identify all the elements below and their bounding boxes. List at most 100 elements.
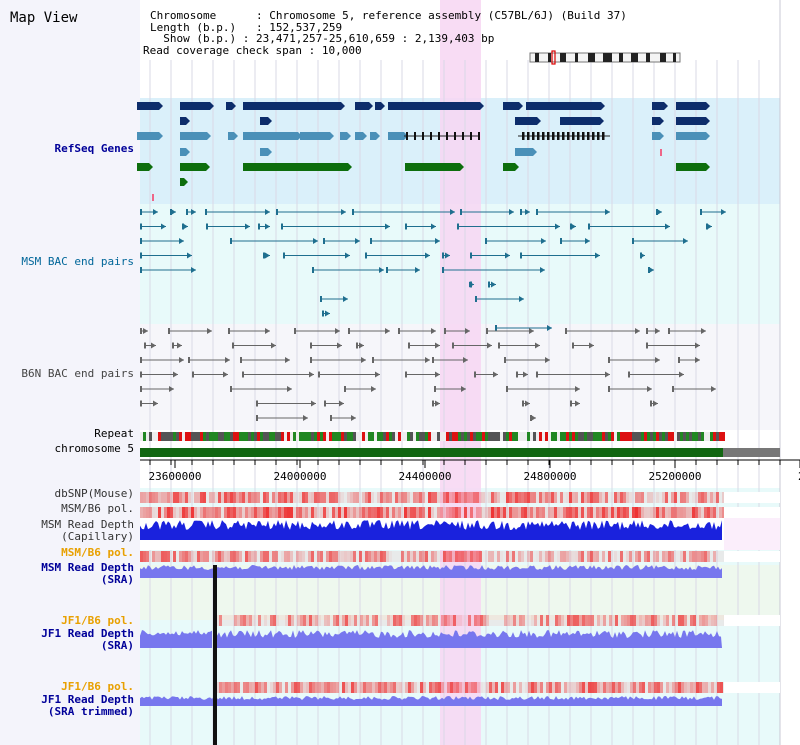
gene-feature[interactable]	[526, 102, 601, 110]
gene-feature[interactable]	[503, 163, 515, 171]
gene-feature[interactable]	[243, 132, 298, 140]
repeat-element	[332, 432, 335, 441]
snp-density-cell	[668, 507, 671, 518]
gene-feature[interactable]	[503, 102, 519, 110]
snp-density-cell	[498, 615, 501, 626]
gene-feature[interactable]	[388, 102, 480, 110]
gene-feature[interactable]	[228, 132, 234, 140]
snp-density-cell	[231, 615, 234, 626]
gene-feature[interactable]	[340, 132, 347, 140]
read-depth-area[interactable]	[213, 630, 722, 648]
snp-density-cell	[599, 507, 602, 518]
position-cursor[interactable]	[213, 565, 217, 745]
snp-density-cell	[350, 551, 353, 562]
snp-density-cell	[164, 551, 167, 562]
gene-arrow	[159, 102, 163, 110]
snp-density-cell	[300, 615, 303, 626]
snp-density-cell	[348, 615, 351, 626]
repeat-element	[266, 432, 269, 441]
gene-feature[interactable]	[260, 148, 268, 156]
snp-density-cell	[560, 507, 563, 518]
gene-feature[interactable]	[137, 102, 159, 110]
gene-feature[interactable]	[676, 117, 706, 125]
snp-density-cell	[191, 551, 194, 562]
read-depth-area[interactable]	[140, 565, 722, 578]
gene-feature[interactable]	[355, 102, 369, 110]
bac-end-arrow	[223, 371, 228, 378]
gene-feature[interactable]	[180, 148, 186, 156]
gene-feature[interactable]	[180, 132, 207, 140]
repeat-element	[365, 432, 368, 441]
snp-density-cell	[612, 615, 615, 626]
snp-density-cell	[623, 492, 626, 503]
read-depth-area[interactable]	[140, 520, 722, 540]
chromosome-bar[interactable]	[140, 448, 723, 457]
snp-density-cell	[632, 551, 635, 562]
gene-feature[interactable]	[180, 178, 184, 186]
snp-density-cell	[419, 492, 422, 503]
snp-density-cell	[440, 551, 443, 562]
gene-feature[interactable]	[676, 102, 706, 110]
gene-feature[interactable]	[652, 102, 664, 110]
gene-feature[interactable]	[652, 132, 660, 140]
snp-density-cell	[555, 682, 558, 693]
snp-density-cell	[449, 492, 452, 503]
gene-feature[interactable]	[405, 163, 460, 171]
snp-density-cell	[395, 551, 398, 562]
snp-density-cell	[650, 492, 653, 503]
snp-density-cell	[578, 507, 581, 518]
gene-feature[interactable]	[355, 132, 363, 140]
gene-feature[interactable]	[676, 163, 706, 171]
snp-density-cell	[345, 615, 348, 626]
snp-density-cell	[570, 682, 573, 693]
gene-feature[interactable]	[652, 117, 660, 125]
snp-density-cell	[185, 551, 188, 562]
bac-end	[140, 252, 142, 259]
gene-feature[interactable]	[388, 132, 404, 140]
gene-arrow	[706, 163, 710, 171]
snp-density-cell	[525, 682, 528, 693]
snp-density-cell	[698, 507, 701, 518]
gene-feature[interactable]	[243, 163, 348, 171]
snp-density-cell	[641, 551, 644, 562]
snp-density-cell	[432, 682, 435, 693]
snp-density-cell	[251, 507, 254, 518]
gene-feature[interactable]	[137, 132, 159, 140]
snp-density-cell	[275, 551, 278, 562]
read-depth-area[interactable]	[140, 630, 212, 648]
repeat-element	[212, 432, 215, 441]
gene-feature[interactable]	[243, 102, 341, 110]
gene-feature[interactable]	[226, 102, 232, 110]
snp-density-cell	[375, 682, 378, 693]
repeat-element	[368, 432, 371, 441]
snp-density-cell	[489, 682, 492, 693]
snp-density-cell	[446, 507, 449, 518]
snp-density-cell	[402, 682, 405, 693]
gene-feature[interactable]	[180, 163, 206, 171]
gene-feature[interactable]	[180, 102, 210, 110]
ideogram-band	[619, 53, 623, 62]
gene-feature[interactable]	[180, 117, 186, 125]
gene-feature[interactable]	[370, 132, 376, 140]
snp-density-cell	[615, 615, 618, 626]
gene-feature[interactable]	[375, 102, 381, 110]
snp-density-cell	[326, 492, 329, 503]
snp-density-cell	[164, 507, 167, 518]
bac-end	[646, 342, 648, 349]
gene-feature[interactable]	[137, 163, 149, 171]
gene-feature[interactable]	[515, 117, 533, 125]
gene-feature[interactable]	[260, 117, 268, 125]
snp-density-cell	[663, 615, 666, 626]
gene-feature[interactable]	[560, 117, 600, 125]
gene-feature[interactable]	[531, 117, 537, 125]
gene-feature[interactable]	[676, 132, 706, 140]
read-depth-area[interactable]	[140, 696, 722, 706]
repeat-element	[161, 432, 164, 441]
gene-feature[interactable]	[515, 148, 533, 156]
snp-density-cell	[588, 682, 591, 693]
gene-feature[interactable]	[300, 132, 330, 140]
snp-density-cell	[549, 615, 552, 626]
snp-density-cell	[242, 507, 245, 518]
